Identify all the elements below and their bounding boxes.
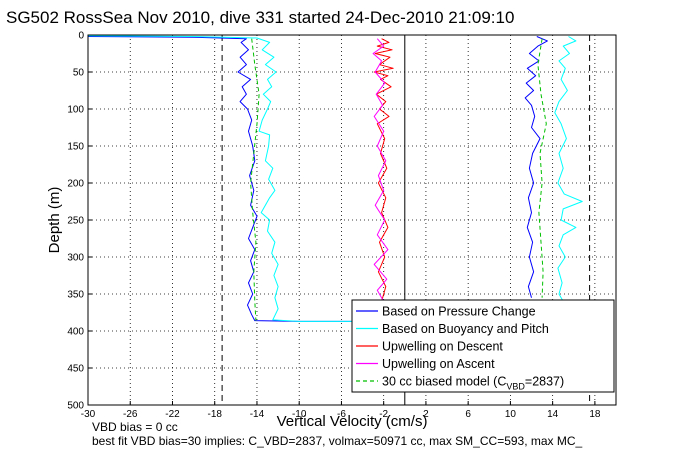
series-line-based-on-pressure-change: [87, 36, 374, 322]
series-line-based-on-pressure-change: [524, 36, 548, 298]
series-line-upwelling-on-ascent: [372, 38, 389, 302]
series-line-30-cc-biased-model-cvbd-2837: [537, 38, 547, 298]
x-tick-label: -18: [207, 409, 222, 420]
x-tick-label: 18: [589, 409, 601, 420]
y-tick-label: 200: [67, 179, 84, 190]
legend-entry: Based on Buoyancy and Pitch: [382, 322, 549, 336]
x-tick-label: -22: [165, 409, 180, 420]
y-tick-label: 400: [67, 327, 84, 338]
x-tick-label: -10: [292, 409, 307, 420]
legend-entry: Based on Pressure Change: [382, 305, 536, 319]
legend-entry: 30 cc biased model (CVBD=2837): [382, 375, 564, 392]
y-axis-label: Depth (m): [46, 187, 63, 254]
y-tick-label: 450: [67, 364, 84, 375]
x-tick-label: -6: [337, 409, 346, 420]
y-tick-label: 150: [67, 142, 84, 153]
legend-box: [351, 299, 615, 393]
x-tick-label: -2: [379, 409, 388, 420]
y-axis-ticks: 0 50 100 150 200 250 300 350 400 450 500: [67, 31, 92, 412]
y-tick-label: 0: [78, 31, 84, 42]
series-line-30-cc-biased-model-cvbd-2837: [250, 38, 260, 321]
y-tick-label: 300: [67, 253, 84, 264]
series-line-based-on-buoyancy-and-pitch: [87, 35, 374, 322]
y-tick-label: 350: [67, 290, 84, 301]
y-tick-label: 500: [67, 401, 84, 412]
y-tick-label: 100: [67, 105, 84, 116]
x-tick-label: 10: [505, 409, 517, 420]
legend-entry: Upwelling on Ascent: [382, 357, 495, 371]
series-lines: [87, 35, 583, 322]
vbd-bias-note: VBD bias = 0 cc: [92, 420, 178, 434]
x-tick-label: -26: [123, 409, 138, 420]
series-line-based-on-buoyancy-and-pitch: [554, 36, 583, 302]
x-tick-label: 6: [465, 409, 471, 420]
best-fit-note: best fit VBD bias=30 implies: C_VBD=2837…: [92, 434, 583, 448]
x-tick-label: -14: [250, 409, 265, 420]
legend: Based on Pressure Change Based on Buoyanc…: [351, 299, 615, 393]
legend-entry: Upwelling on Descent: [382, 340, 503, 354]
y-tick-label: 50: [73, 68, 85, 79]
y-tick-label: 250: [67, 216, 84, 227]
x-axis-label: Vertical Velocity (cm/s): [277, 413, 428, 430]
x-tick-label: -30: [81, 409, 96, 420]
x-tick-label: 14: [547, 409, 559, 420]
chart-title: SG502 RossSea Nov 2010, dive 331 started…: [6, 8, 514, 27]
x-tick-label: 2: [423, 409, 429, 420]
x-axis-ticks: -30 -26 -22 -18 -14 -10 -6 -2 2 6 10 14 18: [81, 401, 601, 420]
